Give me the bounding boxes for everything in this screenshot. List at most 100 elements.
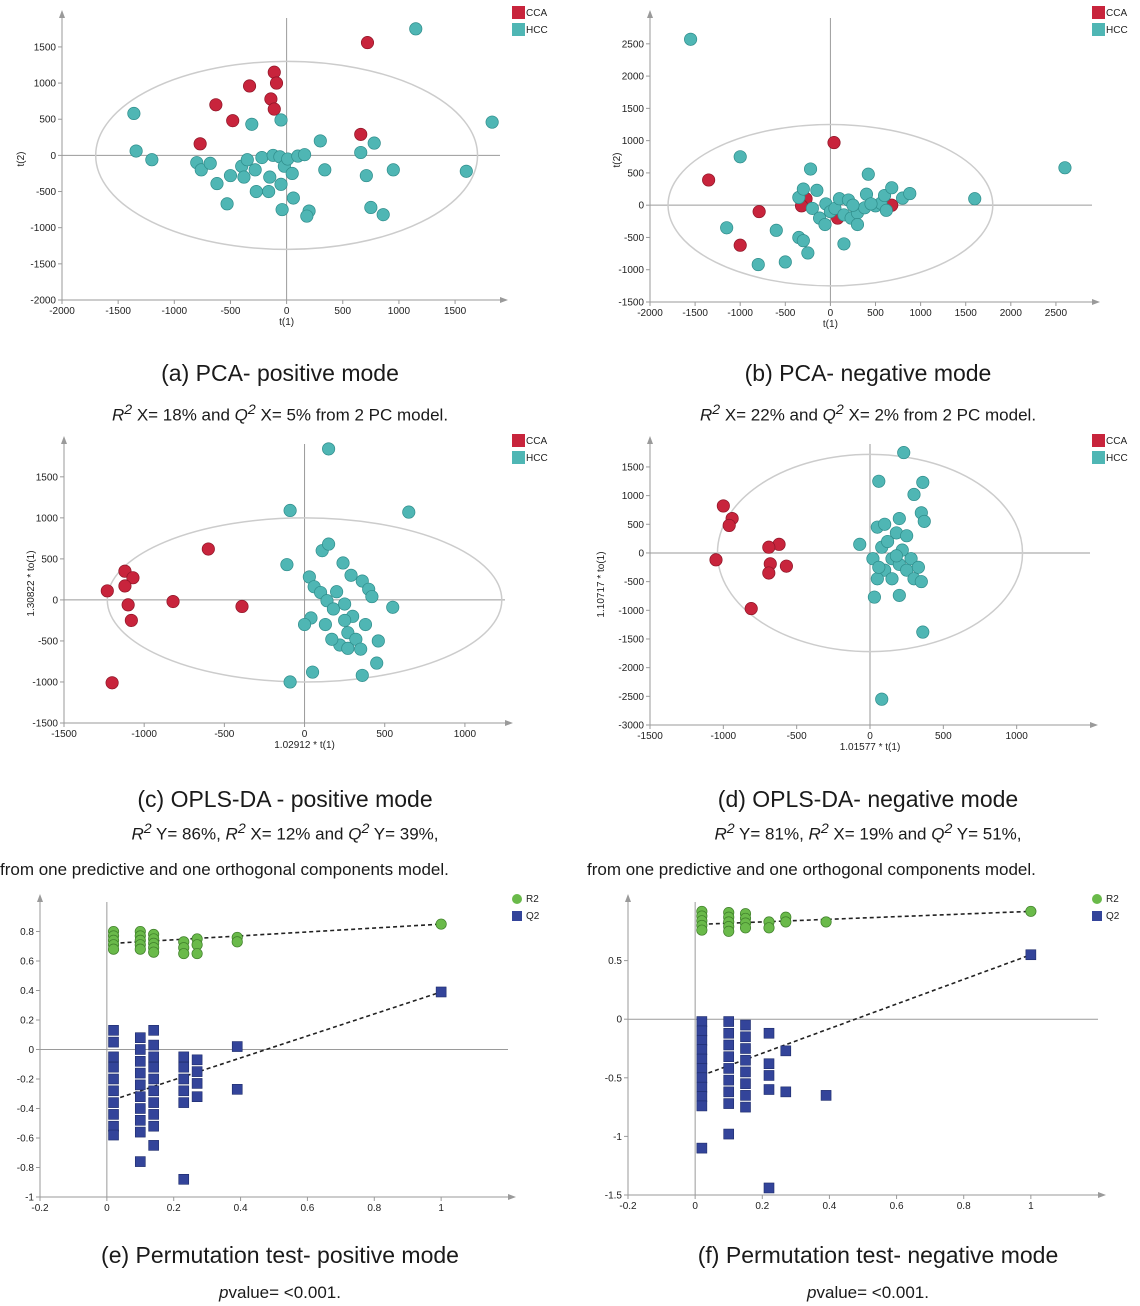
legend-label-hcc: HCC	[526, 453, 548, 464]
confidence-ellipse	[94, 60, 479, 251]
hcc-point	[274, 177, 288, 191]
cca-point	[124, 613, 138, 627]
y-tick-label: -1500	[618, 634, 644, 645]
x-tick-label: -2000	[49, 306, 75, 317]
cca-point	[226, 114, 240, 128]
x-tick-label: -1500	[637, 731, 663, 742]
x-tick-label: 1500	[955, 308, 978, 319]
y-tick-label: 0	[52, 595, 58, 606]
legend-label-hcc: HCC	[1106, 25, 1128, 36]
q2-point	[148, 1061, 159, 1073]
x-tick-label: -500	[787, 731, 807, 742]
hcc-point	[804, 162, 818, 176]
cca-point	[709, 553, 723, 567]
hcc-point	[885, 572, 899, 586]
x-tick-label: 500	[935, 731, 952, 742]
x-tick-label: 500	[376, 729, 393, 740]
hcc-point	[355, 668, 369, 682]
hcc-point	[751, 258, 765, 272]
hcc-point	[237, 170, 251, 184]
q2-point	[148, 1097, 159, 1108]
hcc-point	[916, 625, 930, 639]
q2-point	[723, 1039, 735, 1051]
q2-point	[134, 1126, 146, 1138]
hcc-point	[769, 223, 783, 237]
y-tick-label: 1500	[36, 472, 59, 483]
r2-point	[739, 922, 752, 934]
q2-point	[108, 1061, 119, 1073]
q2-point	[108, 1036, 119, 1048]
hcc-point	[892, 512, 906, 526]
q2-point	[148, 1120, 159, 1132]
hcc-point	[892, 588, 906, 602]
cca-point	[193, 137, 207, 151]
q2-point	[740, 1078, 751, 1089]
x-tick-label: -1500	[51, 729, 77, 740]
x-tick-label: 1000	[1006, 731, 1029, 742]
hcc-point	[796, 182, 810, 196]
y-tick-label: 500	[39, 115, 56, 126]
q2-regression-line	[113, 991, 442, 1101]
hcc-point	[322, 537, 336, 551]
legend-swatch-hcc	[512, 451, 525, 464]
legend-swatch-cca	[512, 434, 525, 447]
hcc-point	[249, 184, 263, 199]
cca-point	[267, 65, 281, 79]
hcc-point	[338, 613, 352, 627]
hcc-point	[846, 198, 860, 212]
y-tick-label: -2500	[618, 692, 644, 703]
q2-point	[696, 1016, 708, 1027]
q2-point	[178, 1061, 190, 1073]
legend-label-r2: R2	[526, 894, 539, 905]
cca-point	[354, 127, 368, 141]
cca-point	[121, 598, 135, 612]
q2-point	[820, 1090, 832, 1101]
cca-point	[235, 599, 249, 614]
x-tick-label: 0.6	[890, 1201, 904, 1212]
q2-point	[134, 1032, 146, 1043]
hcc-point	[881, 534, 895, 549]
q2-point	[696, 1100, 708, 1112]
hcc-point	[318, 163, 332, 177]
q2-point	[740, 1066, 751, 1078]
confidence-ellipse	[667, 123, 994, 287]
q2-point	[740, 1043, 751, 1054]
y-tick-label: -1500	[30, 259, 56, 270]
q2-point	[763, 1058, 775, 1070]
q2-point	[696, 1091, 708, 1102]
q2-point	[696, 1053, 708, 1065]
hcc-point	[870, 572, 884, 586]
hcc-point	[853, 537, 867, 551]
hcc-point	[370, 656, 384, 670]
q2-point	[178, 1097, 190, 1108]
legend-label-q2: Q2	[526, 911, 540, 922]
cca-point	[267, 102, 281, 116]
y-tick-label: -3000	[618, 721, 644, 732]
x-tick-label: 1000	[388, 306, 411, 317]
x-tick-label: 2000	[1000, 308, 1023, 319]
cca-point	[100, 584, 114, 598]
hcc-point	[386, 600, 400, 614]
y-tick-label: 0.2	[20, 1016, 34, 1027]
hcc-point	[325, 632, 339, 646]
hcc-point	[872, 474, 886, 488]
y-tick-label: 0	[616, 1015, 622, 1026]
q2-point	[763, 1070, 775, 1081]
panel-c-chart: -1500 -1000 -500 0 500 1000 -1500 -1000 -500 0 500…	[26, 434, 548, 751]
panel-f-title: (f) Permutation test- negative mode	[697, 1242, 1059, 1268]
q2-point	[740, 1031, 751, 1043]
legend-label-hcc: HCC	[526, 25, 548, 36]
y-tick-label: -500	[624, 233, 644, 244]
y-tick-label: -0.2	[17, 1075, 35, 1086]
cca-point	[126, 571, 140, 585]
y-tick-label: 0	[50, 151, 56, 162]
legend-swatch-q2	[1092, 911, 1102, 921]
panel-b-title: (b) PCA- negative mode	[744, 360, 992, 386]
hcc-point	[917, 514, 931, 528]
y-tick-label: -0.4	[17, 1104, 35, 1115]
q2-point	[148, 1051, 159, 1063]
hcc-point	[903, 187, 917, 201]
x-tick-label: -0.2	[31, 1203, 49, 1214]
hcc-point	[911, 560, 925, 574]
cca-point	[779, 559, 793, 573]
